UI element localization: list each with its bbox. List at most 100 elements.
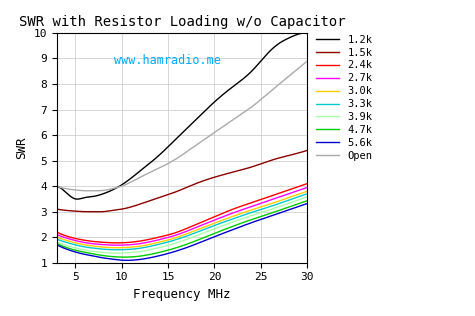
- 1.2k: [74, 197, 80, 201]
- X-axis label: Frequency MHz: Frequency MHz: [133, 288, 231, 301]
- Line: 1.5k: 1.5k: [57, 150, 307, 212]
- 3.0k: [69, 240, 75, 244]
- 2.4k: [114, 241, 120, 245]
- 3.3k: [206, 226, 212, 229]
- 5.6k: [200, 240, 205, 243]
- 3.0k: [206, 223, 212, 227]
- 4.7k: [206, 234, 212, 237]
- Open: [54, 184, 60, 188]
- 3.9k: [270, 207, 275, 211]
- 2.4k: [206, 217, 212, 221]
- 1.2k: [270, 46, 275, 50]
- 4.7k: [121, 255, 127, 259]
- 1.2k: [304, 31, 310, 35]
- 3.9k: [214, 226, 219, 230]
- 3.9k: [114, 251, 120, 255]
- 2.7k: [244, 206, 250, 210]
- Line: 2.4k: 2.4k: [57, 184, 307, 243]
- 2.7k: [200, 223, 205, 227]
- 3.0k: [54, 235, 60, 239]
- 1.2k: [200, 111, 205, 115]
- 3.3k: [200, 228, 205, 232]
- 5.6k: [124, 258, 130, 262]
- 5.6k: [214, 234, 219, 238]
- 3.0k: [244, 210, 250, 213]
- 2.4k: [244, 202, 250, 206]
- 3.3k: [114, 248, 120, 252]
- Title: SWR with Resistor Loading w/o Capacitor: SWR with Resistor Loading w/o Capacitor: [19, 15, 345, 29]
- 2.4k: [69, 236, 75, 240]
- 3.3k: [214, 223, 219, 227]
- 2.7k: [214, 217, 219, 221]
- 1.2k: [206, 105, 212, 109]
- 4.7k: [54, 242, 60, 246]
- 2.7k: [206, 220, 212, 224]
- 3.3k: [270, 204, 275, 208]
- 1.2k: [69, 196, 75, 199]
- 1.5k: [69, 209, 75, 213]
- 4.7k: [270, 211, 275, 215]
- 1.2k: [214, 98, 219, 102]
- 1.5k: [244, 167, 250, 170]
- 3.3k: [54, 237, 60, 241]
- 3.9k: [54, 240, 60, 244]
- 1.5k: [97, 210, 103, 214]
- 1.5k: [214, 175, 219, 179]
- 2.4k: [304, 182, 310, 185]
- Open: [244, 108, 250, 112]
- 1.5k: [54, 207, 60, 211]
- Legend: 1.2k, 1.5k, 2.4k, 2.7k, 3.0k, 3.3k, 3.9k, 4.7k, 5.6k, Open: 1.2k, 1.5k, 2.4k, 2.7k, 3.0k, 3.3k, 3.9k…: [315, 33, 373, 162]
- 3.9k: [200, 232, 205, 235]
- 2.4k: [270, 193, 275, 197]
- 1.2k: [54, 184, 60, 188]
- Open: [200, 139, 205, 143]
- Line: 3.9k: 3.9k: [57, 197, 307, 253]
- Line: 1.2k: 1.2k: [57, 33, 307, 199]
- 2.4k: [200, 220, 205, 223]
- 4.7k: [244, 219, 250, 223]
- 3.9k: [206, 229, 212, 233]
- 2.7k: [54, 233, 60, 237]
- Text: www.hamradio.me: www.hamradio.me: [114, 54, 220, 67]
- 1.5k: [304, 149, 310, 152]
- 3.0k: [304, 189, 310, 193]
- Open: [270, 88, 275, 91]
- 2.4k: [214, 214, 219, 218]
- 2.4k: [54, 230, 60, 234]
- Line: 3.3k: 3.3k: [57, 194, 307, 250]
- Line: 5.6k: 5.6k: [57, 204, 307, 260]
- 3.0k: [200, 226, 205, 230]
- 3.0k: [214, 221, 219, 224]
- 1.2k: [244, 74, 250, 77]
- 4.7k: [214, 231, 219, 234]
- 3.9k: [244, 215, 250, 219]
- 2.7k: [69, 238, 75, 242]
- 5.6k: [270, 214, 275, 217]
- 1.2k: [302, 31, 307, 35]
- 4.7k: [304, 199, 310, 203]
- 5.6k: [304, 202, 310, 205]
- 2.7k: [114, 243, 120, 247]
- 5.6k: [54, 243, 60, 247]
- 1.5k: [206, 177, 212, 181]
- Line: 4.7k: 4.7k: [57, 201, 307, 257]
- 3.3k: [69, 242, 75, 246]
- 2.7k: [304, 185, 310, 189]
- 3.0k: [114, 246, 120, 250]
- Line: Open: Open: [57, 61, 307, 191]
- 3.0k: [270, 201, 275, 205]
- 3.3k: [304, 192, 310, 196]
- 1.5k: [270, 158, 275, 162]
- Open: [214, 129, 219, 133]
- 5.6k: [206, 237, 212, 241]
- 4.7k: [200, 236, 205, 240]
- 3.9k: [304, 195, 310, 199]
- 5.6k: [69, 249, 75, 253]
- Open: [304, 59, 310, 63]
- 3.9k: [69, 245, 75, 249]
- Y-axis label: SWR: SWR: [15, 137, 28, 159]
- 3.3k: [244, 212, 250, 216]
- Line: 2.7k: 2.7k: [57, 187, 307, 245]
- 1.5k: [200, 179, 205, 183]
- 5.6k: [244, 222, 250, 226]
